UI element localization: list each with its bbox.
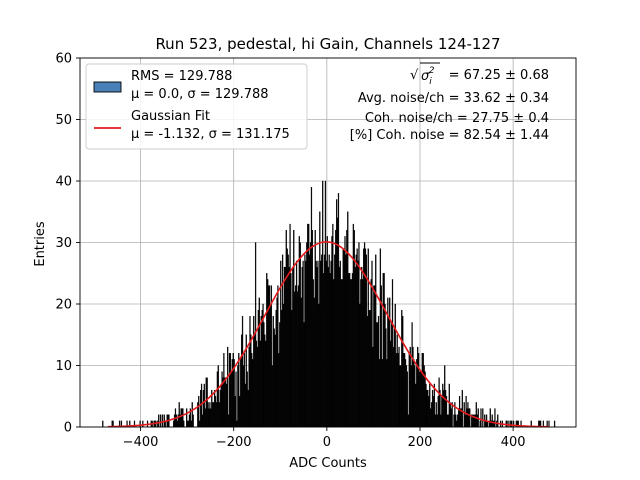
histogram-bar <box>102 420 104 428</box>
y-axis-ticks: 0 10 20 30 40 50 60 <box>55 52 80 436</box>
y-tick-label: 20 <box>55 298 72 313</box>
annotation-sqrt-sigma: = 67.25 ± 0.68 <box>449 68 549 83</box>
x-tick-label: −200 <box>216 435 252 450</box>
histogram-bar <box>183 420 185 428</box>
sigma-i-squared: σi2 <box>421 66 435 87</box>
histogram-bar <box>192 414 194 428</box>
histogram-bar <box>469 408 471 428</box>
y-tick-label: 60 <box>55 52 72 67</box>
histogram-bar <box>497 414 499 428</box>
legend: RMS = 129.788 μ = 0.0, σ = 129.788 Gauss… <box>85 63 308 150</box>
legend-label-fit: Gaussian Fit <box>131 109 210 124</box>
legend-swatch-histogram <box>93 81 122 93</box>
y-tick-label: 50 <box>55 113 72 128</box>
x-axis-ticks: −400 −200 0 200 400 <box>123 427 526 450</box>
y-axis-label: Entries <box>33 221 48 267</box>
x-tick-label: 0 <box>323 435 331 450</box>
legend-label-rms: RMS = 129.788 <box>131 69 232 84</box>
legend-box <box>85 63 308 150</box>
x-axis-label: ADC Counts <box>289 456 367 471</box>
histogram-bar <box>451 402 453 428</box>
sqrt-sigma-symbol: √ <box>410 68 419 83</box>
histogram-bar <box>553 420 556 428</box>
histogram-bar <box>482 408 484 428</box>
legend-label-hist-params: μ = 0.0, σ = 129.788 <box>131 87 269 102</box>
x-tick-label: −400 <box>123 435 159 450</box>
histogram-bar <box>508 420 510 428</box>
x-tick-label: 400 <box>501 435 526 450</box>
histogram-bars <box>102 180 556 428</box>
histogram-bar <box>235 371 237 428</box>
y-tick-label: 30 <box>55 236 72 251</box>
histogram-bar <box>511 420 513 428</box>
noise-annotations: √ σi2 = 67.25 ± 0.68 Avg. noise/ch = 33.… <box>350 62 549 143</box>
histogram-bar <box>461 389 463 428</box>
histogram-bar <box>161 414 164 428</box>
histogram-bar <box>480 408 482 428</box>
annotation-avg-noise: Avg. noise/ch = 33.62 ± 0.34 <box>358 91 549 106</box>
annotation-pct-coh-noise: [%] Coh. noise = 82.54 ± 1.44 <box>350 128 549 143</box>
x-tick-label: 200 <box>408 435 433 450</box>
histogram-bar <box>139 420 141 428</box>
y-tick-label: 10 <box>55 359 72 374</box>
y-tick-label: 40 <box>55 175 72 190</box>
histogram-bar <box>142 420 144 428</box>
gaussian-fit-line <box>107 241 550 428</box>
histogram-bar <box>158 414 160 428</box>
histogram-bar <box>159 414 162 428</box>
y-tick-label: 0 <box>64 421 72 436</box>
chart-title: Run 523, pedestal, hi Gain, Channels 124… <box>155 35 500 53</box>
legend-label-fit-params: μ = -1.132, σ = 131.175 <box>131 127 290 142</box>
histogram-bar <box>494 408 496 428</box>
annotation-coh-noise: Coh. noise/ch = 27.75 ± 0.4 <box>365 111 549 126</box>
